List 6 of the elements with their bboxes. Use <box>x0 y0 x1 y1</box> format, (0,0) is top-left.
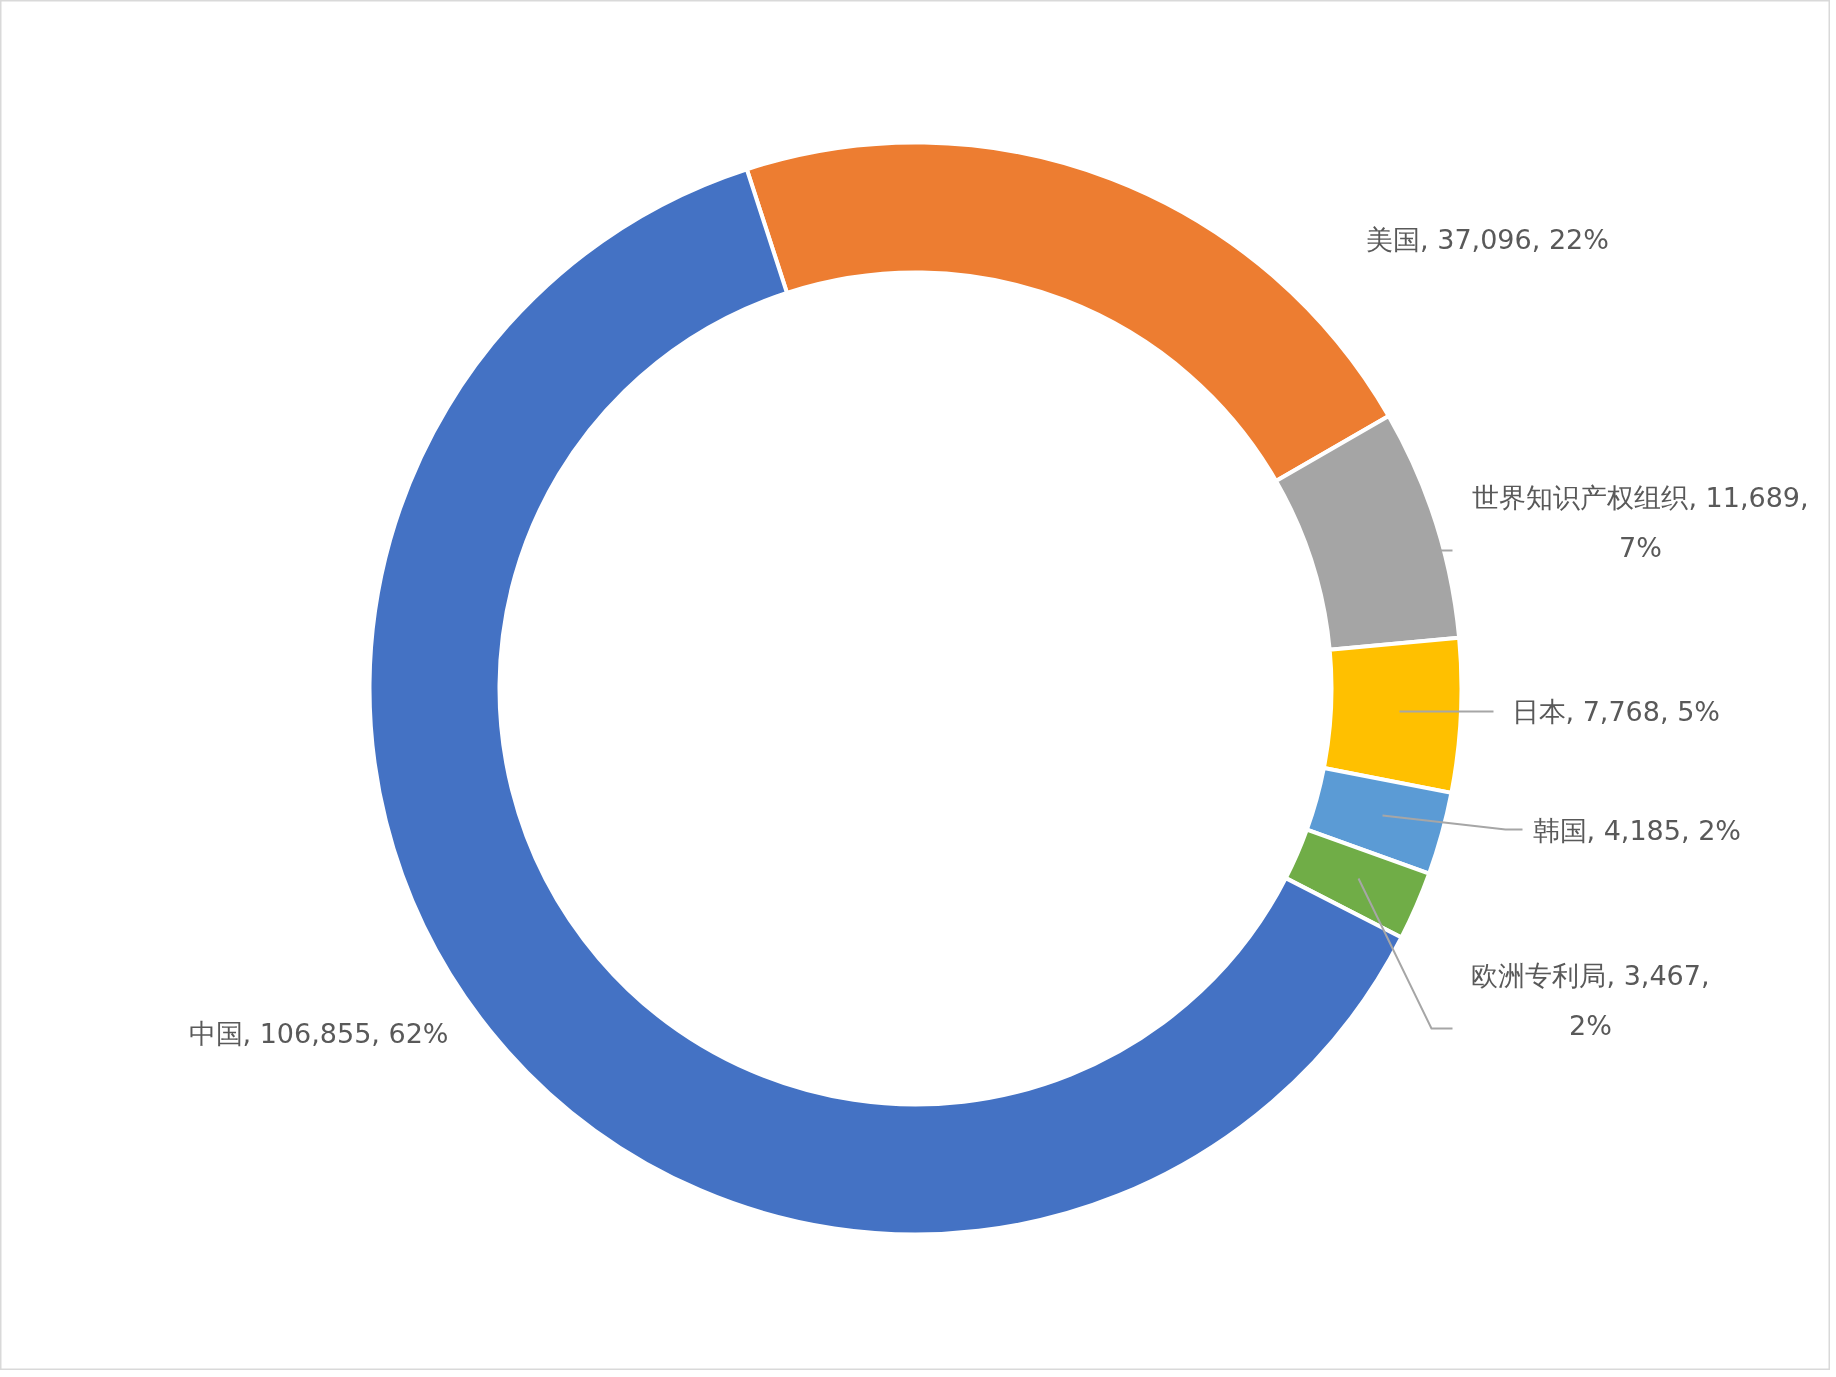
slice-label: 欧洲专利局, 3,467, 2% <box>1471 960 1710 1041</box>
slice-label: 世界知识产权组织, 11,689, 7% <box>1472 482 1809 563</box>
slice-label: 美国, 37,096, 22% <box>1366 224 1609 255</box>
slice-label: 中国, 106,855, 62% <box>188 1018 449 1049</box>
slice-label: 日本, 7,768, 5% <box>1511 696 1720 727</box>
slice-label: 韩国, 4,185, 2% <box>1532 815 1741 846</box>
